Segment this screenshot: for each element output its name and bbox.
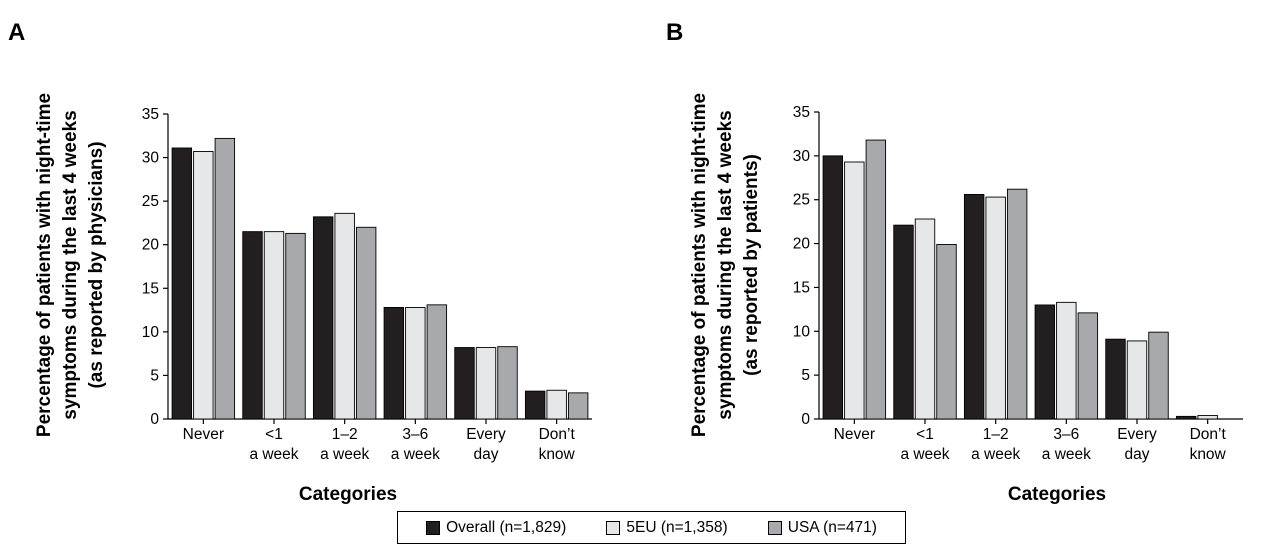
panel-a-bar [214, 137, 236, 420]
panel-a-x-tick-label: a week [249, 446, 298, 463]
panel-b-bar [936, 243, 957, 420]
panel-b-y-tick-label: 35 [793, 104, 810, 121]
panel-a-bar [426, 304, 448, 420]
panel-b-bar [1148, 331, 1169, 420]
panel-b-bar [865, 139, 887, 420]
panel-b-x-tick-label: know [1190, 446, 1227, 463]
panel-b-y-tick-label: 25 [793, 192, 810, 209]
panel-b-bar [985, 196, 1006, 420]
panel-b-bar [1197, 415, 1218, 420]
panel-b-bar [1056, 301, 1077, 420]
panel-a-bar [524, 390, 546, 420]
panel-b-y-tick-label: 20 [793, 236, 811, 253]
panel-a-y-tick-label: 15 [142, 280, 159, 297]
panel-b-x-tick-label: Don’t [1190, 426, 1227, 443]
panel-b-y-tick-label: 0 [801, 411, 810, 428]
legend-label-overall: Overall (n=1,829) [446, 518, 567, 536]
panel-b-y-axis-title: (as reported by patients) [741, 154, 762, 376]
panel-a-x-axis-title: Categories [299, 484, 397, 505]
legend: Overall (n=1,829) 5EU (n=1,358) USA (n=4… [397, 511, 906, 544]
panel-b-x-tick-label: day [1125, 446, 1150, 463]
panel-a-y-axis-title: (as reported by physicians) [86, 141, 107, 388]
panel-a-bar [285, 232, 306, 420]
panel-b-x-tick-label: a week [900, 446, 949, 463]
panel-a-x-tick-label: 1–2 [332, 426, 358, 443]
panel-b-x-tick-label: Never [834, 426, 875, 443]
panel-b-bar [1006, 188, 1028, 420]
panel-a-bar [242, 231, 263, 420]
panel-b-bar [963, 194, 985, 420]
panel-a-bar [567, 392, 589, 420]
panel-a-x-tick-label: Don’t [539, 426, 576, 443]
panel-b-bar [1105, 338, 1126, 420]
panel-a-y-tick-label: 30 [142, 150, 160, 167]
panel-b-x-tick-label: <1 [916, 426, 934, 443]
legend-swatch-usa [767, 520, 782, 535]
panel-a-x-tick-label: know [539, 446, 576, 463]
panel-a-x-tick-label: a week [320, 446, 369, 463]
panel-a-bar [497, 346, 518, 420]
panel-a-bar [475, 347, 497, 420]
panel-a-bar [334, 212, 355, 420]
panel-b-letter: B [666, 19, 683, 46]
panel-b-bar [844, 161, 865, 420]
panel-b-x-tick-label: Every [1117, 426, 1157, 443]
panel-a-y-tick-label: 5 [150, 367, 159, 384]
panel-b-bar [1077, 312, 1099, 420]
panel-b-bar [1034, 304, 1056, 420]
panel-a-x-tick-label: a week [391, 446, 440, 463]
panel-a-y-tick-label: 20 [142, 237, 160, 254]
panel-b-x-tick-label: 1–2 [983, 426, 1009, 443]
panel-b-y-tick-label: 15 [793, 279, 810, 296]
panel-b-bar [1126, 340, 1148, 420]
panel-a-y-axis-title: Percentage of patients with night-time [34, 93, 55, 437]
legend-label-5eu: 5EU (n=1,358) [626, 518, 728, 536]
panel-a-y-tick-label: 0 [150, 411, 159, 428]
panel-a-bar [263, 231, 285, 420]
panel-a-bar [546, 389, 567, 420]
panel-b-y-tick-label: 5 [801, 367, 810, 384]
panel-b-y-axis-title: Percentage of patients with night-time [689, 93, 710, 437]
panel-b-x-tick-label: a week [971, 446, 1020, 463]
panel-b-y-tick-label: 30 [793, 148, 811, 165]
panel-a-x-tick-label: 3–6 [402, 426, 428, 443]
panel-a-letter: A [8, 19, 25, 46]
legend-swatch-overall [426, 520, 441, 535]
legend-swatch-5eu [606, 520, 621, 535]
legend-label-usa: USA (n=471) [787, 518, 877, 536]
panel-a-bar [454, 347, 475, 420]
legend-item-5eu: 5EU (n=1,358) [606, 518, 728, 537]
panel-b-x-tick-label: 3–6 [1053, 426, 1079, 443]
panel-b-bar [914, 218, 936, 420]
panel-a-bar [405, 307, 426, 420]
legend-item-usa: USA (n=471) [767, 518, 877, 537]
panel-a-x-tick-label: day [474, 446, 499, 463]
panel-b-x-axis-title: Categories [1008, 484, 1106, 505]
panel-b-x-tick-label: a week [1042, 446, 1091, 463]
panel-a-y-tick-label: 10 [142, 324, 160, 341]
panel-a-y-axis-title: symptoms during the last 4 weeks [60, 110, 81, 419]
panel-a-bar [171, 147, 193, 420]
panel-b-bar [1175, 415, 1197, 420]
legend-item-overall: Overall (n=1,829) [426, 519, 566, 537]
panel-a-bar [355, 226, 377, 420]
panel-b-bar [893, 224, 914, 420]
panel-b-y-tick-label: 10 [793, 323, 811, 340]
panel-a-bar [312, 216, 334, 420]
panel-a-x-tick-label: Never [183, 426, 224, 443]
panel-a-x-tick-label: <1 [265, 426, 283, 443]
panel-a-bar [193, 151, 214, 420]
panel-a-y-tick-label: 25 [142, 193, 159, 210]
panel-b-y-axis-title: symptoms during the last 4 weeks [715, 110, 736, 419]
panel-b-bar [822, 155, 844, 420]
panel-a-y-tick-label: 35 [142, 106, 159, 123]
panel-a-bar [383, 307, 405, 420]
panel-a-x-tick-label: Every [466, 426, 506, 443]
